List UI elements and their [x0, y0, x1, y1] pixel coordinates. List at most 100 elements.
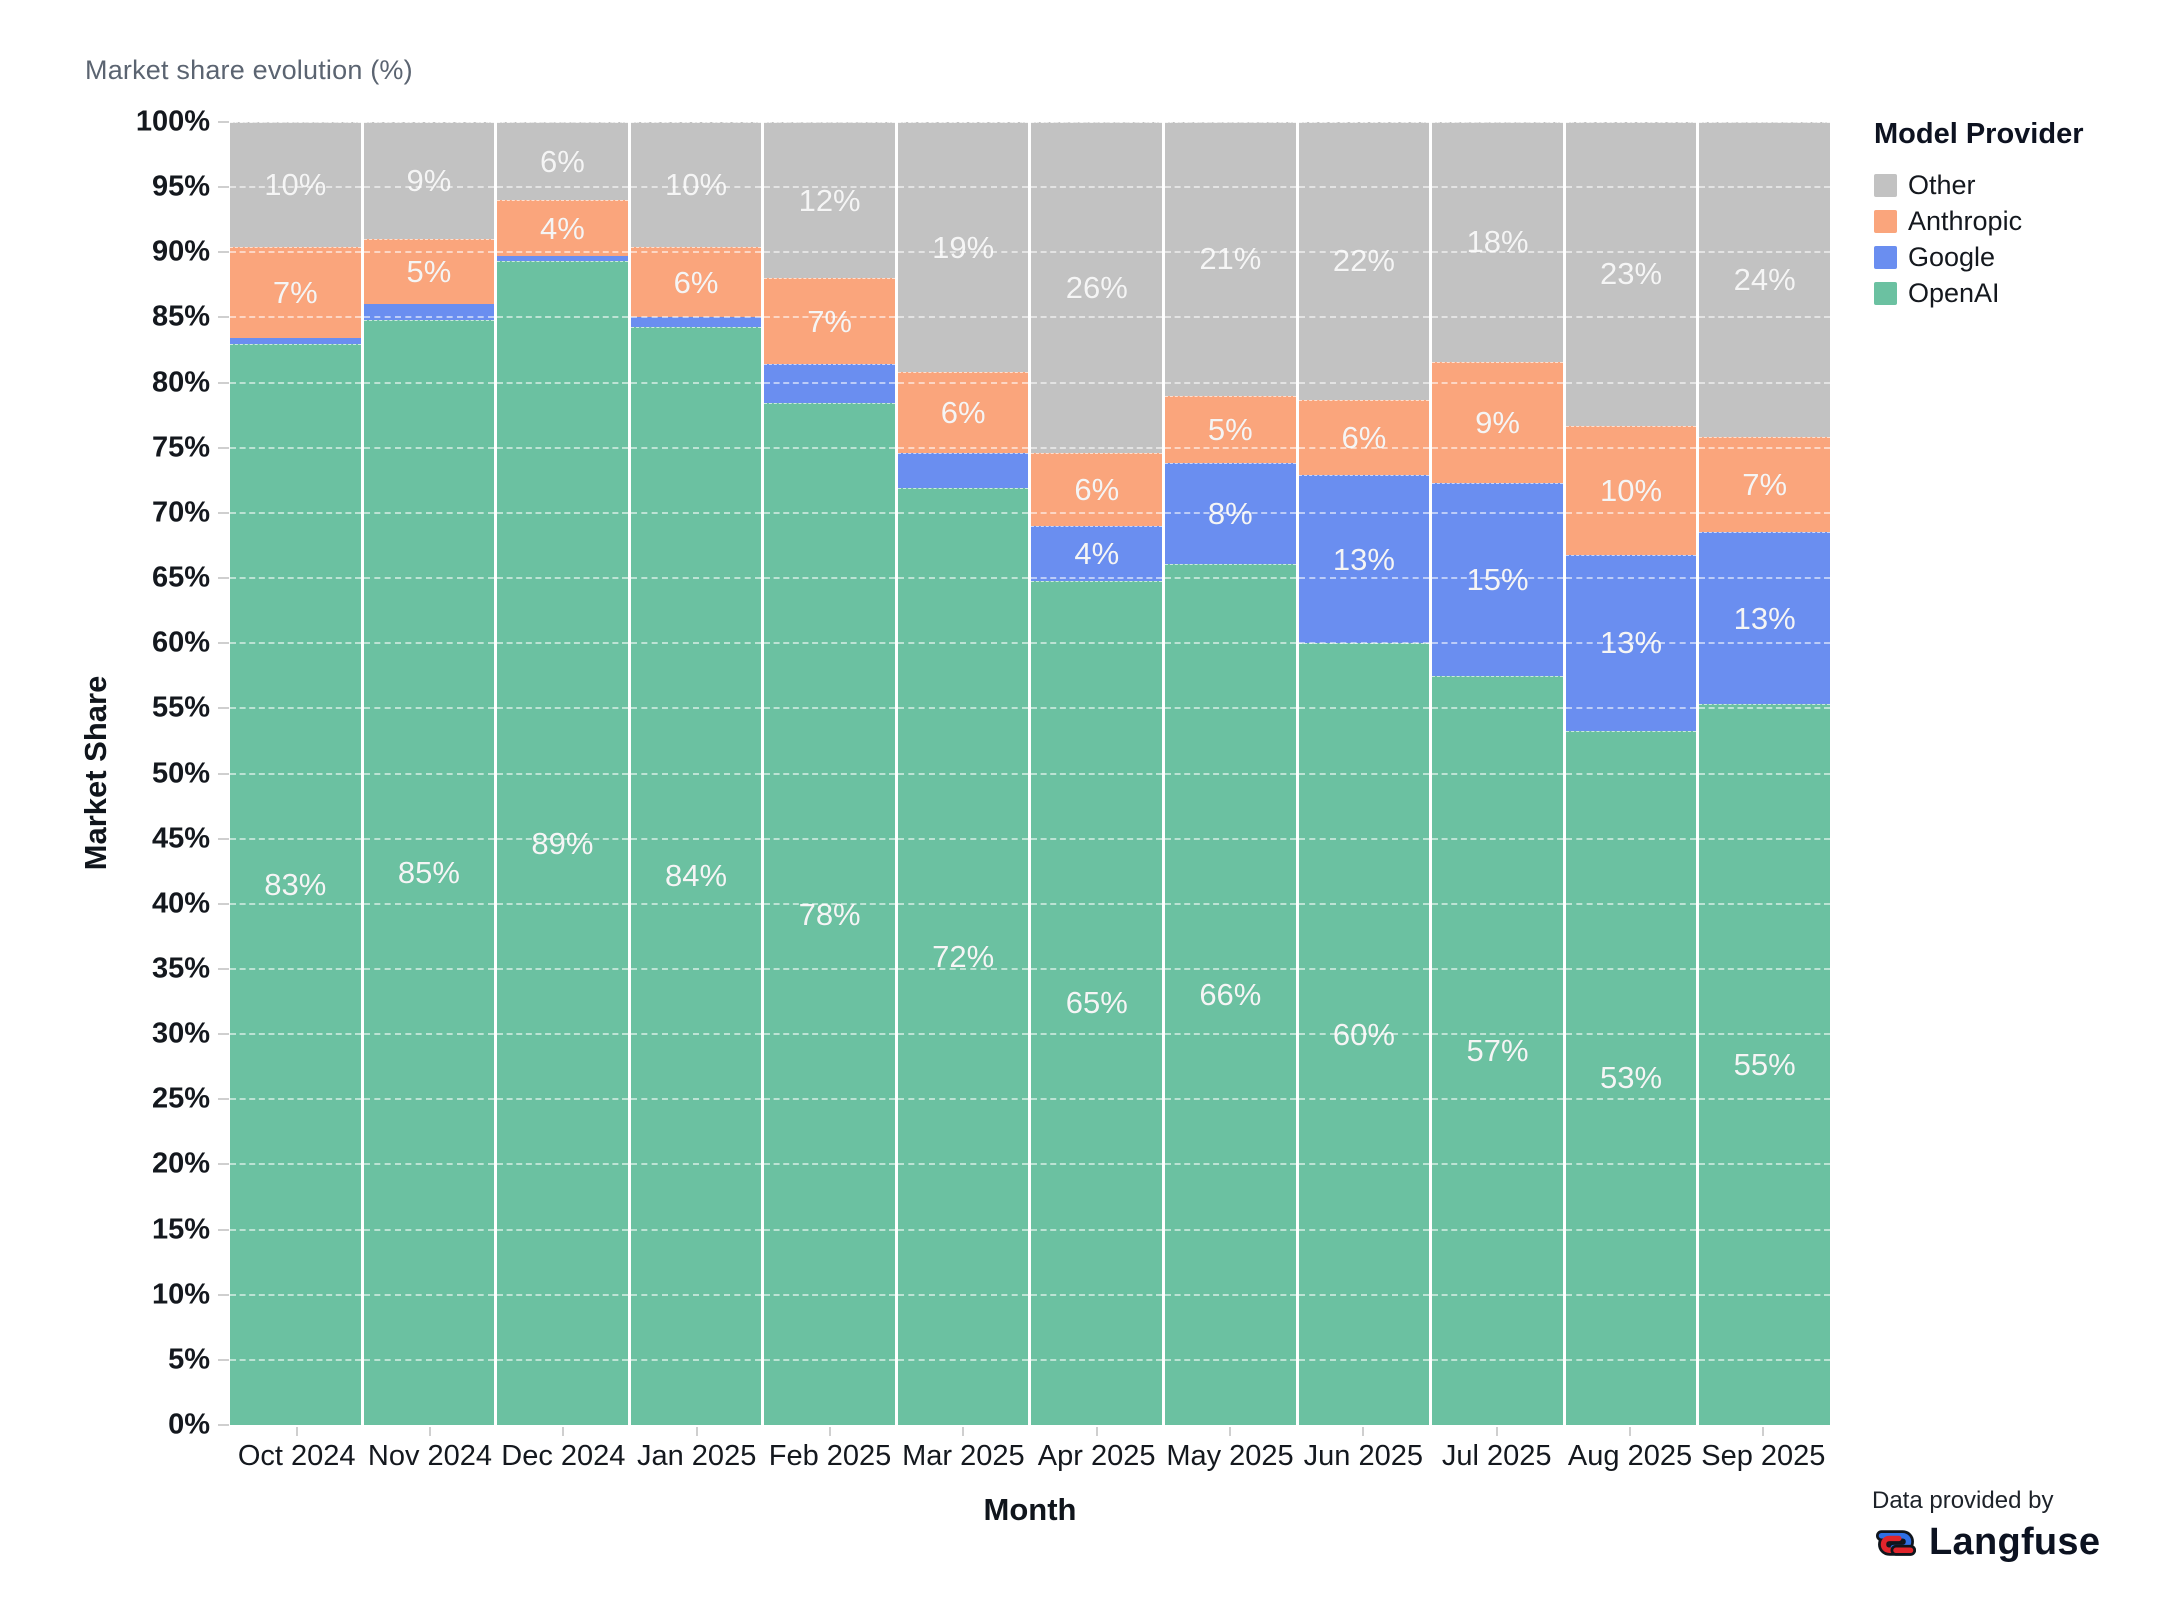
- legend-swatch-anthropic: [1874, 209, 1897, 233]
- bar-segment-google-oct-2024: [230, 338, 361, 344]
- bar-value-label: 24%: [1733, 262, 1796, 298]
- bar-segment-google-dec-2024: [497, 256, 628, 262]
- x-axis-tick-label-oct-2024: Oct 2024: [237, 1440, 356, 1472]
- attribution-brand: Langfuse: [1872, 1521, 2100, 1564]
- bar-segment-other-feb-2025: 12%: [764, 122, 895, 279]
- bar-value-label: 7%: [272, 275, 318, 311]
- bar-oct-2024: 83% 7% 10%: [230, 121, 361, 1425]
- y-axis-tick-label-35: 35%: [151, 952, 210, 985]
- bar-value-label: 55%: [1733, 1047, 1796, 1083]
- bar-value-label: 10%: [665, 167, 728, 203]
- bar-segment-anthropic-mar-2025: 6%: [897, 372, 1029, 453]
- x-axis-tick-label-apr-2025: Apr 2025: [1037, 1440, 1156, 1472]
- y-axis-tick-mark: [218, 642, 229, 645]
- x-axis-tick-mark: [695, 1427, 698, 1436]
- legend-label-openai: OpenAI: [1908, 277, 2000, 308]
- bar-segment-anthropic-apr-2025: 6%: [1031, 452, 1163, 526]
- x-axis-title: Month: [983, 1492, 1077, 1527]
- bar-segment-openai-may-2025: 66%: [1165, 563, 1296, 1425]
- y-axis-tick-mark: [218, 1163, 229, 1166]
- x-axis-tick-mark: [562, 1427, 565, 1436]
- x-axis-tick-mark: [962, 1427, 965, 1436]
- bar-value-label: 89%: [531, 825, 594, 861]
- bar-value-label: 9%: [406, 163, 452, 199]
- y-axis-tick-mark: [218, 707, 229, 710]
- bar-segment-anthropic-may-2025: 5%: [1165, 395, 1296, 464]
- bar-segment-openai-aug-2025: 53%: [1565, 730, 1697, 1425]
- y-axis-tick-label-95: 95%: [151, 170, 210, 203]
- bar-segment-other-mar-2025: 19%: [897, 122, 1029, 373]
- bar-segment-openai-dec-2024: 89%: [497, 261, 628, 1425]
- x-axis-tick-mark: [1095, 1427, 1098, 1436]
- bar-segment-anthropic-aug-2025: 10%: [1565, 425, 1697, 555]
- y-axis-tick-label-30: 30%: [151, 1017, 210, 1050]
- bar-value-label: 6%: [1341, 419, 1387, 455]
- x-axis-tick-mark: [1362, 1427, 1365, 1436]
- attribution: Data provided by Langfuse: [1872, 1487, 2100, 1564]
- bar-mar-2025: 72% 6% 19%: [897, 121, 1029, 1425]
- bar-value-label: 26%: [1065, 269, 1128, 305]
- legend-title: Model Provider: [1874, 118, 2084, 150]
- bar-value-label: 15%: [1466, 561, 1529, 597]
- x-axis-tick-label-dec-2024: Dec 2024: [501, 1440, 626, 1472]
- y-axis-tick-label-0: 0%: [168, 1408, 210, 1441]
- y-axis-tick-mark: [218, 1098, 229, 1101]
- y-axis-tick-label-40: 40%: [151, 887, 210, 920]
- y-axis-tick-mark: [218, 251, 229, 254]
- y-axis-tick-label-60: 60%: [151, 626, 210, 659]
- x-axis-tick-label-sep-2025: Sep 2025: [1701, 1440, 1826, 1472]
- bar-value-label: 5%: [406, 254, 452, 290]
- bar-segment-anthropic-jul-2025: 9%: [1432, 361, 1563, 483]
- bar-segment-other-jan-2025: 10%: [630, 122, 762, 248]
- bar-value-label: 83%: [264, 866, 327, 902]
- bar-segment-other-aug-2025: 23%: [1565, 122, 1697, 426]
- y-axis-tick-mark: [218, 772, 229, 775]
- bar-value-label: 53%: [1600, 1060, 1663, 1096]
- legend-item-google: Google: [1874, 239, 2084, 275]
- bar-segment-other-sep-2025: 24%: [1699, 122, 1830, 438]
- bar-sep-2025: 55% 13% 7% 24%: [1699, 121, 1830, 1425]
- attribution-text: Data provided by: [1872, 1487, 2054, 1514]
- bar-segment-openai-feb-2025: 78%: [764, 403, 895, 1425]
- y-axis-tick-mark: [218, 1228, 229, 1231]
- bar-value-label: 4%: [540, 210, 585, 246]
- x-axis-tick-label-feb-2025: Feb 2025: [768, 1440, 892, 1472]
- y-axis-tick-label-75: 75%: [151, 431, 210, 464]
- x-axis-tick-label-jan-2025: Jan 2025: [636, 1440, 757, 1472]
- bar-jul-2025: 57% 15% 9% 18%: [1432, 121, 1563, 1425]
- bar-segment-anthropic-feb-2025: 7%: [764, 278, 895, 365]
- bar-segment-anthropic-nov-2024: 5%: [363, 239, 495, 305]
- bar-segment-other-apr-2025: 26%: [1031, 122, 1163, 453]
- bar-value-label: 4%: [1074, 535, 1120, 571]
- y-axis-tick-mark: [218, 1293, 229, 1296]
- y-axis-tick-label-80: 80%: [151, 366, 210, 399]
- bar-value-label: 85%: [397, 855, 460, 891]
- bar-segment-openai-jun-2025: 60%: [1298, 643, 1430, 1425]
- bar-segment-google-jan-2025: [630, 317, 762, 327]
- bar-jun-2025: 60% 13% 6% 22%: [1298, 121, 1430, 1425]
- bar-value-label: 21%: [1199, 241, 1262, 277]
- y-axis-tick-mark: [218, 186, 229, 189]
- bar-value-label: 65%: [1065, 985, 1128, 1021]
- x-axis-tick-mark: [1629, 1427, 1631, 1436]
- bar-segment-openai-nov-2024: 85%: [363, 320, 495, 1425]
- y-axis-tick-mark: [218, 577, 229, 580]
- y-axis-tick-mark: [218, 316, 229, 319]
- legend-swatch-other: [1874, 173, 1897, 197]
- x-axis-tick-label-jul-2025: Jul 2025: [1441, 1440, 1552, 1472]
- bar-feb-2025: 78% 7% 12%: [764, 121, 895, 1425]
- bar-value-label: 78%: [798, 896, 861, 932]
- legend-item-openai: OpenAI: [1874, 275, 2084, 311]
- y-axis-tick-mark: [218, 511, 229, 514]
- bar-segment-other-oct-2024: 10%: [230, 122, 361, 248]
- bar-value-label: 6%: [540, 143, 585, 179]
- y-axis-tick-label-10: 10%: [151, 1278, 210, 1311]
- bar-segment-google-jun-2025: 13%: [1298, 475, 1430, 644]
- y-axis-tick-label-20: 20%: [151, 1147, 210, 1180]
- y-axis-tick-mark: [218, 446, 229, 449]
- bar-segment-anthropic-dec-2024: 4%: [497, 200, 628, 257]
- attribution-brand-name: Langfuse: [1929, 1521, 2101, 1563]
- x-axis-tick-label-nov-2024: Nov 2024: [367, 1440, 493, 1472]
- x-axis-tick-label-aug-2025: Aug 2025: [1567, 1440, 1693, 1472]
